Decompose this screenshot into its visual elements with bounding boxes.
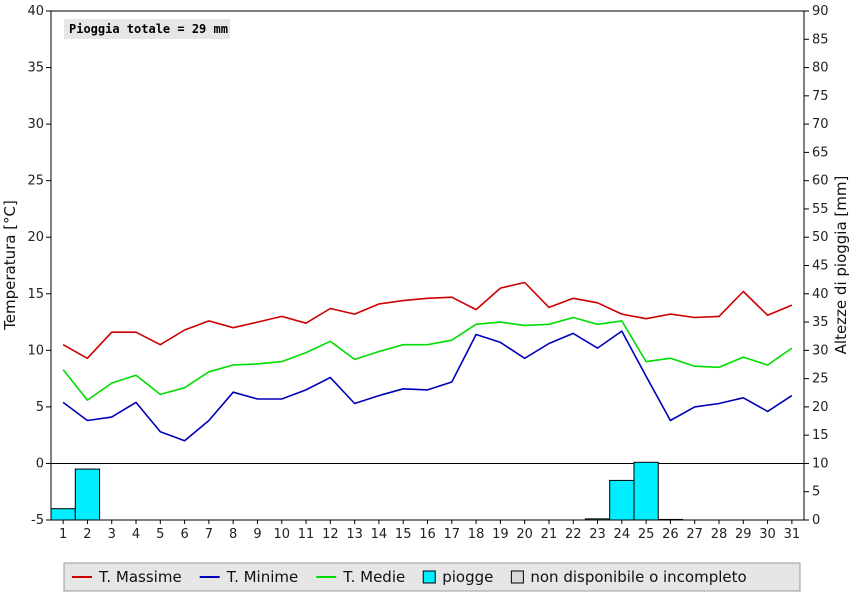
y-tick-label-right: 20 <box>812 400 829 415</box>
y-tick-label-right: 10 <box>812 456 829 471</box>
y-tick-label-right: 30 <box>812 343 829 358</box>
legend-label: non disponibile o incompleto <box>530 568 746 586</box>
series-line-2 <box>62 330 793 442</box>
legend-label: T. Medie <box>342 568 405 586</box>
x-tick-label: 1 <box>59 527 67 542</box>
y-tick-label-right: 15 <box>812 428 829 443</box>
x-tick-label: 25 <box>638 527 655 542</box>
rain-bar <box>633 461 659 521</box>
y-tick-label-left: 5 <box>36 400 44 415</box>
x-tick-label: 4 <box>132 527 140 542</box>
x-tick-label: 16 <box>419 527 436 542</box>
y-axis-title-right: Altezze di pioggia [mm] <box>832 176 850 355</box>
x-tick-label: 12 <box>322 527 339 542</box>
y-tick-label-right: 50 <box>812 230 829 245</box>
y-tick-label-right: 75 <box>812 89 829 104</box>
x-tick-label: 10 <box>273 527 290 542</box>
y-tick-label-right: 60 <box>812 174 829 189</box>
legend-swatch-box <box>422 570 436 584</box>
y-tick-label-right: 40 <box>812 287 829 302</box>
x-tick-label: 3 <box>108 527 116 542</box>
y-tick-label-right: 90 <box>812 4 829 19</box>
x-tick-label: 23 <box>589 527 606 542</box>
x-tick-label: 17 <box>444 527 461 542</box>
y-tick-label-left: 10 <box>27 343 44 358</box>
y-tick-label-right: 45 <box>812 259 829 274</box>
y-tick-label-left: 25 <box>27 174 44 189</box>
y-tick-label-left: 0 <box>36 456 44 471</box>
series-line-3 <box>62 316 793 401</box>
legend-label: T. Massime <box>98 568 182 586</box>
x-tick-label: 14 <box>371 527 388 542</box>
y-tick-label-right: 5 <box>812 485 820 500</box>
x-tick-label: 27 <box>686 527 703 542</box>
x-tick-label: 13 <box>346 527 363 542</box>
x-tick-label: 5 <box>156 527 164 542</box>
x-tick-label: 21 <box>541 527 558 542</box>
x-tick-label: 18 <box>468 527 485 542</box>
x-tick-label: 9 <box>253 527 261 542</box>
rain-bar <box>50 508 76 521</box>
x-tick-label: 26 <box>662 527 679 542</box>
x-tick-label: 28 <box>711 527 728 542</box>
rain-bar <box>584 518 611 521</box>
y-tick-label-right: 80 <box>812 61 829 76</box>
x-tick-label: 24 <box>614 527 631 542</box>
y-tick-label-left: -5 <box>31 513 44 528</box>
x-tick-label: 29 <box>735 527 752 542</box>
x-tick-label: 2 <box>83 527 91 542</box>
y-tick-label-right: 0 <box>812 513 820 528</box>
y-tick-label-left: 20 <box>27 230 44 245</box>
y-tick-label-left: 40 <box>27 4 44 19</box>
annotation-text: Pioggia totale = 29 mm <box>69 22 228 36</box>
x-tick-label: 8 <box>229 527 237 542</box>
y-tick-label-right: 65 <box>812 145 829 160</box>
x-tick-label: 22 <box>565 527 582 542</box>
x-tick-label: 15 <box>395 527 412 542</box>
y-tick-label-right: 25 <box>812 372 829 387</box>
legend-swatch-box <box>510 570 524 584</box>
legend-label: piogge <box>442 568 493 586</box>
x-tick-label: 6 <box>180 527 188 542</box>
rain-bar <box>609 479 635 521</box>
series-line-1 <box>62 281 793 360</box>
x-tick-label: 7 <box>205 527 213 542</box>
y-tick-label-right: 35 <box>812 315 829 330</box>
y-tick-label-left: 30 <box>27 117 44 132</box>
legend-label: T. Minime <box>226 568 299 586</box>
y-tick-label-right: 70 <box>812 117 829 132</box>
legend: T. Massime T. Minime T. Medie piogge non dis… <box>63 562 801 592</box>
x-tick-label: 11 <box>298 527 315 542</box>
y-tick-label-left: 35 <box>27 61 44 76</box>
y-tick-label-right: 85 <box>812 32 829 47</box>
rain-bar <box>657 518 684 521</box>
x-tick-label: 19 <box>492 527 509 542</box>
y-tick-label-right: 55 <box>812 202 829 217</box>
plot-area <box>50 10 805 521</box>
y-tick-label-left: 15 <box>27 287 44 302</box>
y-axis-title-left: Temperatura [°C] <box>1 200 19 331</box>
x-tick-label: 30 <box>759 527 776 542</box>
x-tick-label: 31 <box>784 527 801 542</box>
x-tick-label: 20 <box>516 527 533 542</box>
rain-bar <box>74 468 101 521</box>
annotation-box: Pioggia totale = 29 mm <box>64 19 230 39</box>
